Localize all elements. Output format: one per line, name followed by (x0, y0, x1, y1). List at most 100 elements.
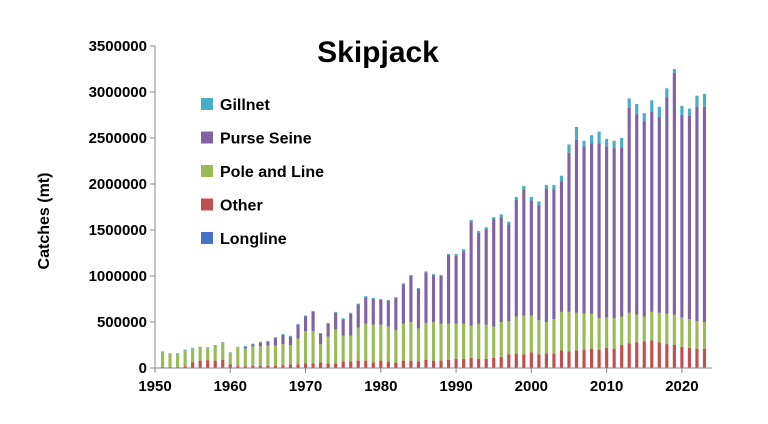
bar-other-1997 (507, 354, 511, 368)
bar-purse-seine-1989 (446, 254, 451, 324)
bar-pole-and-line-2009 (597, 318, 601, 350)
bar-gillnet-1979 (371, 298, 375, 299)
bar-pole-and-line-1955 (191, 348, 195, 363)
bar-purse-seine-2010 (605, 146, 609, 318)
bar-other-1998 (514, 353, 518, 368)
bar-other-2001 (537, 354, 541, 368)
bar-other-1976 (349, 361, 353, 368)
bar-other-1969 (296, 364, 300, 368)
bar-pole-and-line-2016 (650, 311, 654, 341)
bar-pole-and-line-1968 (288, 345, 293, 365)
bar-other-2022 (695, 348, 699, 368)
bar-gillnet-1994 (484, 227, 488, 230)
x-tick-label: 1960 (214, 378, 247, 395)
bar-purse-seine-1984 (409, 276, 413, 322)
bar-gillnet-2017 (657, 106, 661, 117)
bar-gillnet-2010 (605, 138, 609, 147)
bar-pole-and-line-2010 (605, 317, 609, 348)
bar-purse-seine-1979 (371, 299, 375, 325)
bar-pole-and-line-1964 (258, 346, 262, 366)
bar-purse-seine-1970 (303, 316, 308, 332)
x-tick-label: 1980 (364, 378, 397, 395)
legend-swatch-longline (201, 232, 213, 244)
bar-pole-and-line-1970 (303, 331, 308, 364)
bar-pole-and-line-2006 (574, 312, 579, 351)
bar-pole-and-line-1967 (281, 344, 285, 366)
bar-purse-seine-1996 (499, 217, 503, 322)
bar-other-1996 (499, 356, 503, 368)
bar-pole-and-line-1960 (228, 353, 232, 365)
bar-pole-and-line-1969 (296, 338, 300, 365)
bar-pole-and-line-1956 (198, 347, 202, 361)
bar-other-1985 (416, 361, 421, 368)
bar-other-2018 (665, 344, 669, 368)
legend-swatch-pole-and-line (201, 165, 213, 177)
bar-pole-and-line-2007 (582, 313, 586, 350)
bar-gillnet-1977 (356, 303, 360, 305)
bar-other-1994 (484, 358, 488, 368)
bar-gillnet-2018 (665, 88, 669, 98)
bar-other-2019 (672, 345, 676, 368)
bar-gillnet-1985 (416, 287, 421, 289)
bar-other-2008 (589, 348, 594, 368)
bar-pole-and-line-1962 (243, 348, 247, 367)
bar-pole-and-line-2015 (642, 316, 646, 342)
legend-swatch-gillnet (201, 98, 213, 110)
y-tick-label: 3000000 (89, 84, 147, 101)
bar-purse-seine-1998 (514, 199, 518, 317)
bar-pole-and-line-1999 (522, 315, 526, 355)
bar-purse-seine-2002 (544, 188, 548, 322)
bar-pole-and-line-1984 (409, 322, 413, 361)
bar-gillnet-1999 (522, 185, 526, 190)
bar-other-1992 (469, 357, 473, 368)
legend-swatch-purse-seine (201, 131, 213, 144)
bar-gillnet-1990 (454, 253, 458, 256)
bar-pole-and-line-1957 (206, 348, 210, 361)
bar-pole-and-line-1978 (364, 323, 368, 361)
bar-purse-seine-1964 (258, 342, 262, 347)
bar-other-2010 (605, 347, 609, 368)
bar-pole-and-line-2023 (702, 322, 707, 349)
y-axis-label: Catches (mt) (36, 173, 53, 270)
bar-gillnet-2021 (687, 108, 691, 116)
bar-other-1977 (356, 360, 360, 368)
legend-label-purse-seine: Purse Seine (220, 131, 312, 148)
bar-gillnet-2009 (597, 131, 601, 144)
bar-gillnet-2023 (702, 93, 707, 107)
bar-purse-seine-2003 (552, 189, 556, 320)
bar-pole-and-line-2019 (672, 314, 676, 345)
bar-pole-and-line-2000 (529, 315, 533, 353)
bar-pole-and-line-1966 (273, 345, 278, 366)
bar-pole-and-line-1990 (454, 323, 458, 359)
bar-purse-seine-1963 (251, 344, 255, 347)
bar-gillnet-1962 (243, 345, 247, 347)
bar-purse-seine-2021 (687, 115, 691, 320)
bar-other-2017 (657, 342, 661, 368)
bar-gillnet-1993 (477, 230, 481, 233)
bar-pole-and-line-1988 (439, 323, 443, 361)
bar-pole-and-line-1997 (507, 321, 511, 355)
bar-pole-and-line-1996 (499, 322, 503, 357)
bar-other-2012 (620, 345, 624, 368)
y-tick-label: 1500000 (89, 222, 147, 239)
y-tick-label: 1000000 (89, 268, 147, 285)
bar-purse-seine-2008 (589, 143, 594, 314)
bar-gillnet-2000 (529, 196, 533, 201)
bar-purse-seine-2022 (695, 106, 699, 322)
bar-pole-and-line-1977 (356, 327, 360, 361)
bar-pole-and-line-1989 (446, 323, 451, 360)
bar-pole-and-line-1979 (371, 324, 375, 363)
bar-gillnet-2019 (672, 69, 676, 73)
bar-other-1961 (236, 366, 240, 368)
bar-pole-and-line-1951 (160, 352, 165, 368)
bar-gillnet-1989 (446, 253, 451, 255)
bar-pole-and-line-1952 (168, 354, 172, 368)
bar-gillnet-1966 (273, 337, 278, 339)
bar-other-2004 (559, 350, 564, 368)
bar-gillnet-1963 (251, 343, 255, 345)
bar-other-1974 (334, 363, 338, 368)
bar-gillnet-2002 (544, 184, 548, 189)
bar-gillnet-1961 (236, 346, 240, 348)
bar-other-2000 (529, 352, 533, 368)
bar-purse-seine-1997 (507, 224, 511, 322)
